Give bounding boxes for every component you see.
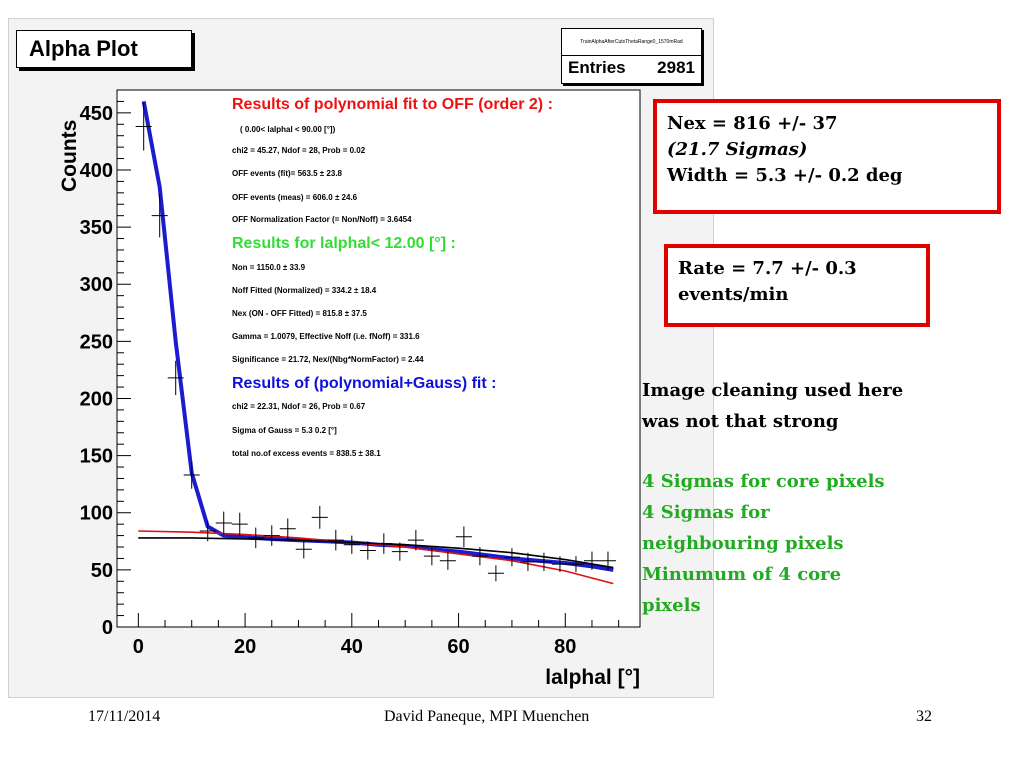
cleaning-setting-line: 4 Sigmas for [642,502,770,523]
histogram-name: TrainAlphaAfterCutsThetaRange0_1570mRad [562,29,701,56]
gauss-fit-line: chi2 = 22.31, Ndof = 26, Prob = 0.67 [232,402,366,411]
off-fit-curve [138,530,614,585]
data-point [343,535,360,554]
data-point [391,542,408,561]
entries-label: Entries [568,58,626,77]
y-tick-label: 400 [80,160,113,182]
data-point [439,551,456,570]
gauss-fit-line: total no.of excess events = 838.5 ± 38.1 [232,449,381,458]
off-fit-line: ( 0.00< lalphal < 90.00 [°]) [240,125,336,134]
data-point [263,525,280,546]
off-fit-title: Results of polynomial fit to OFF (order … [232,96,553,113]
data-point [599,551,616,570]
stats-box: TrainAlphaAfterCutsThetaRange0_1570mRad … [561,28,702,84]
on-region-line: Noff Fitted (Normalized) = 334.2 ± 18.4 [232,286,377,295]
gauss-fit-title: Results of (polynomial+Gauss) fit : [232,375,497,392]
data-point [455,526,472,548]
data-point [359,541,376,560]
plot-title: Alpha Plot [16,30,192,68]
significance-line: (21.7 Sigmas) [667,139,808,160]
excess-box: Nex = 816 +/- 37 (21.7 Sigmas) Width = 5… [653,99,1001,214]
rate-box: Rate = 7.7 +/- 0.3 events/min [664,244,930,327]
off-fit-line: OFF Normalization Factor (= Non/Noff) = … [232,215,412,224]
x-tick-label: 60 [447,636,469,658]
alpha-plot-svg: 0 50 100 150 200 250 300 350 400 450 0 20 40 60 80 lal… [58,89,641,689]
data-point [567,556,584,573]
y-tick-label: 250 [80,331,113,353]
width-line: Width = 5.3 +/- 0.2 deg [667,165,903,186]
cleaning-note-line: was not that strong [642,411,839,432]
y-tick-label: 300 [80,274,113,296]
on-region-line: Nex (ON - OFF Fitted) = 815.8 ± 37.5 [232,309,367,318]
data-point [183,461,200,489]
off-fit-line: OFF events (meas) = 606.0 ± 24.6 [232,193,358,202]
x-axis-label: lalphal [°] [545,666,640,689]
x-tick-label: 20 [234,636,256,658]
off-fit-line: chi2 = 45.27, Ndof = 28, Prob = 0.02 [232,146,366,155]
x-tick-label: 0 [133,636,144,658]
y-tick-label: 100 [80,503,113,525]
x-tick-label: 40 [341,636,363,658]
data-point [311,505,328,529]
y-axis-label: Counts [58,120,81,192]
data-point [327,529,344,551]
cleaning-note-line: Image cleaning used here [642,380,904,401]
y-tick-label: 450 [80,103,113,125]
data-point [215,511,232,535]
y-tick-label: 50 [91,560,113,582]
footer-author: David Paneque, MPI Muenchen [384,708,590,725]
data-point [407,529,424,551]
gauss-fit-line: Sigma of Gauss = 5.3 0.2 [°] [232,426,337,435]
data-point [279,518,296,540]
cleaning-setting-line: neighbouring pixels [642,533,844,554]
page-number: 32 [916,708,932,725]
data-point [471,547,488,566]
rate-line: Rate = 7.7 +/- 0.3 [678,258,857,279]
on-region-line: Non = 1150.0 ± 33.9 [232,263,306,272]
data-point [151,193,168,238]
on-region-title: Results for lalphal< 12.00 [°] : [232,235,456,252]
data-point [423,547,440,566]
on-region-line: Gamma = 1.0079, Effective Noff (i.e. fNo… [232,332,420,341]
y-tick-label: 150 [80,446,113,468]
data-point [583,551,600,570]
data-point [487,565,504,582]
data-point [551,556,568,573]
entries-value: 2981 [657,58,695,77]
data-point [295,540,312,559]
cleaning-setting-line: Minumum of 4 core [642,564,842,585]
excess-line: Nex = 816 +/- 37 [667,113,838,134]
data-point [135,102,152,151]
rate-unit-line: events/min [678,284,789,305]
data-point [247,527,264,549]
y-tick-label: 0 [102,617,113,639]
cleaning-setting-line: pixels [642,595,701,616]
data-point [231,512,248,536]
off-fit-line: OFF events (fit)= 563.5 ± 23.8 [232,169,342,178]
data-point [199,520,216,542]
y-tick-label: 350 [80,217,113,239]
data-point [167,360,184,396]
cleaning-settings: 4 Sigmas for core pixels 4 Sigmas for ne… [642,466,885,621]
data-point [519,552,536,572]
data-point [535,552,552,572]
data-point [503,548,520,567]
cleaning-setting-line: 4 Sigmas for core pixels [642,471,885,492]
x-tick-label: 80 [554,636,576,658]
footer-date: 17/11/2014 [88,708,161,725]
on-region-line: Significance = 21.72, Nex/(Nbg*NormFacto… [232,355,424,364]
cleaning-note: Image cleaning used here was not that st… [642,375,903,437]
y-tick-label: 200 [80,388,113,410]
data-point [375,533,392,554]
